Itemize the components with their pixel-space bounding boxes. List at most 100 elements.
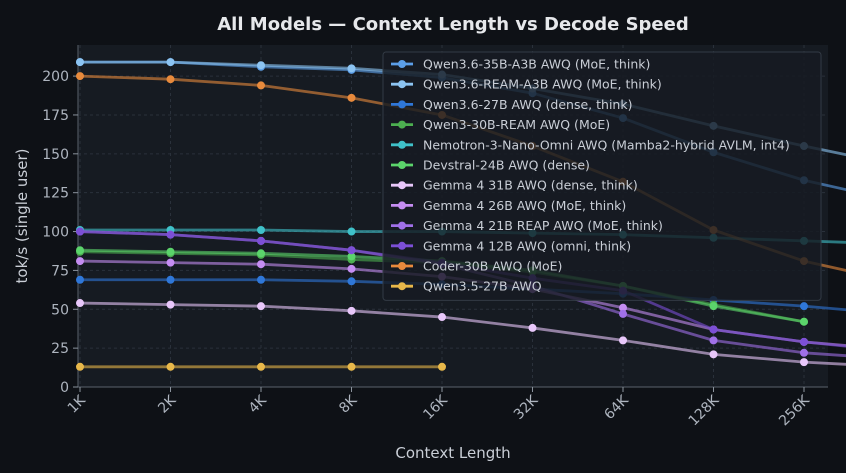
data-point (709, 302, 718, 311)
data-point (257, 260, 265, 269)
data-point (347, 227, 356, 236)
chart-title: All Models — Context Length vs Decode Sp… (217, 14, 688, 35)
legend-swatch-marker (398, 282, 406, 291)
data-point (76, 72, 84, 81)
data-point (800, 337, 808, 346)
series-line (79, 301, 846, 366)
legend-label: Gemma 4 31B AWQ (dense, think) (423, 178, 638, 193)
data-point (166, 258, 175, 267)
legend-item: Gemma 4 12B AWQ (omni, think) (391, 238, 631, 253)
legend-swatch-marker (398, 201, 406, 210)
data-point (166, 300, 175, 309)
legend-swatch-marker (398, 241, 406, 250)
legend-item: Qwen3-30B-REAM AWQ (MoE) (391, 117, 610, 132)
legend-label: Qwen3.6-REAM-A3B AWQ (MoE, think) (423, 77, 662, 92)
data-point (76, 246, 84, 255)
data-point (709, 350, 718, 359)
data-point (347, 264, 356, 273)
data-point (347, 362, 356, 371)
data-point (76, 58, 84, 67)
y-tick-label: 125 (42, 186, 69, 202)
x-axis-label: Context Length (395, 444, 510, 462)
data-point (709, 336, 718, 345)
y-tick-label: 175 (42, 108, 69, 124)
data-point (438, 313, 446, 322)
data-point (619, 309, 627, 318)
data-point (709, 325, 718, 334)
legend-swatch-marker (398, 221, 406, 230)
data-point (438, 362, 446, 371)
legend-item: Coder-30B AWQ (MoE) (391, 259, 562, 274)
legend-swatch-marker (398, 80, 406, 89)
legend-item: Qwen3.6-35B-A3B AWQ (MoE, think) (391, 57, 650, 72)
legend-label: Coder-30B AWQ (MoE) (423, 259, 562, 274)
data-point (619, 303, 627, 312)
legend-item: Qwen3.5-27B AWQ (391, 279, 542, 294)
series-11 (76, 362, 446, 371)
data-point (257, 362, 265, 371)
legend-swatch-marker (398, 140, 406, 149)
data-point (166, 362, 175, 371)
data-point (257, 302, 265, 311)
data-point (347, 93, 356, 102)
legend-item: Gemma 4 31B AWQ (dense, think) (391, 178, 638, 193)
y-tick-label: 75 (51, 263, 69, 279)
y-tick-label: 0 (60, 380, 69, 396)
legend-box (382, 51, 822, 301)
legend-item: Gemma 4 21B REAP AWQ (MoE, think) (391, 218, 663, 233)
legend-swatch-marker (398, 161, 406, 169)
legend-label: Nemotron-3-Nano-Omni AWQ (Mamba2-hybrid … (423, 137, 790, 152)
series-6 (76, 299, 846, 367)
data-point (257, 61, 265, 70)
legend-label: Qwen3-30B-REAM AWQ (MoE) (423, 117, 610, 132)
legend-item: Gemma 4 26B AWQ (MoE, think) (391, 198, 626, 213)
data-point (76, 362, 84, 371)
legend-swatch-marker (398, 181, 406, 190)
data-point (166, 230, 175, 239)
data-point (800, 358, 808, 367)
legend-swatch-marker (398, 60, 406, 68)
data-point (166, 75, 175, 84)
data-point (619, 336, 627, 345)
data-point (257, 249, 265, 258)
legend-label: Qwen3.6-27B AWQ (dense, think) (423, 97, 632, 112)
legend-label: Gemma 4 12B AWQ (omni, think) (423, 238, 631, 253)
y-tick-label: 150 (42, 147, 69, 163)
y-tick-label: 200 (42, 69, 69, 85)
data-point (166, 275, 175, 284)
y-tick-label: 50 (51, 302, 69, 318)
axes (77, 45, 828, 388)
data-point (347, 246, 356, 255)
y-tick-label: 25 (51, 341, 69, 357)
data-point (347, 277, 356, 286)
y-axis-label: tok/s (single user) (13, 149, 31, 284)
legend-item: Nemotron-3-Nano-Omni AWQ (Mamba2-hybrid … (391, 137, 790, 152)
legend-item: Qwen3.6-REAM-A3B AWQ (MoE, think) (391, 77, 662, 92)
data-point (76, 299, 84, 308)
legend-swatch-marker (398, 120, 406, 129)
data-point (257, 275, 265, 284)
data-point (166, 247, 175, 256)
data-point (800, 317, 808, 326)
data-point (347, 306, 356, 315)
data-point (166, 58, 175, 67)
legend-label: Gemma 4 21B REAP AWQ (MoE, think) (423, 218, 663, 233)
legend: Qwen3.6-35B-A3B AWQ (MoE, think) Qwen3.6-… (382, 51, 822, 301)
data-point (257, 236, 265, 245)
data-point (800, 302, 808, 311)
data-point (257, 225, 265, 234)
legend-label: Qwen3.6-35B-A3B AWQ (MoE, think) (423, 57, 650, 72)
data-point (347, 252, 356, 261)
legend-item: Qwen3.6-27B AWQ (dense, think) (391, 97, 632, 112)
legend-item: Devstral-24B AWQ (dense) (391, 158, 590, 173)
data-point (528, 323, 537, 332)
data-point (76, 275, 84, 284)
legend-label: Gemma 4 26B AWQ (MoE, think) (423, 198, 626, 213)
y-tick-label: 100 (42, 225, 69, 241)
data-point (76, 227, 84, 236)
legend-swatch-marker (398, 262, 406, 270)
legend-swatch-marker (398, 100, 406, 109)
data-point (76, 257, 84, 266)
data-point (257, 81, 265, 90)
